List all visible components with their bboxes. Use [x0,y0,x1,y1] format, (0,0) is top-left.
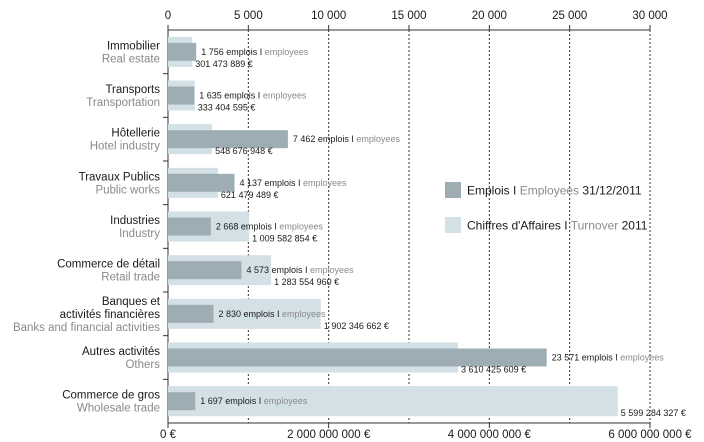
turnover-data-label: 301 473 889 € [195,59,253,69]
employees-data-label: 23 571 emplois I employees [552,353,665,363]
category-label-en: Others [125,359,160,371]
top-axis-tick-label: 30 000 [632,10,667,22]
category-label-en: Hotel industry [90,141,161,153]
turnover-data-label: 3 610 425 609 € [461,365,526,375]
bottom-axis-tick-label: 0 € [160,429,177,441]
category-label-fr: Transports [105,84,160,96]
category-label-fr: Commerce de gros [62,390,160,402]
employees-bar [168,261,242,280]
employees-data-label: 1 635 emplois I employees [199,91,307,101]
employees-data-label: 4 573 emplois I employees [246,265,354,275]
category-label-fr: Travaux Publics [79,171,161,183]
employees-bar [168,304,214,323]
top-axis-tick-label: 0 [165,10,171,22]
bottom-axis-tick-label: 4 000 000 000 € [448,429,532,441]
employees-bar [168,42,197,61]
turnover-bar [168,386,618,417]
turnover-data-label: 1 009 582 854 € [252,234,317,244]
top-axis-tick-label: 10 000 [311,10,346,22]
employees-bar [168,392,196,411]
bottom-axis-tick-label: 6 000 000 000 € [608,429,692,441]
category-label-en: Transportation [86,97,160,109]
category-label-fr: Industries [110,215,160,227]
employees-data-label: 2 668 emplois I employees [216,222,324,232]
category-label-fr: Banques et [102,296,161,308]
employees-bar [168,173,235,192]
category-label-fr: activités financières [60,309,161,321]
employees-bar [168,348,547,367]
category-label-en: Industry [119,228,160,240]
category-label-en: Real estate [102,53,160,65]
employees-data-label: 4 137 emplois I employees [239,178,347,188]
top-axis-tick-label: 20 000 [472,10,507,22]
top-axis-tick-label: 15 000 [391,10,426,22]
employees-bar [168,217,211,236]
employees-bar [168,130,288,149]
turnover-data-label: 1 902 346 662 € [324,321,389,331]
category-label-en: Banks and financial activities [13,322,160,334]
legend-swatch-turnover [445,217,461,233]
category-label-fr: Hôtellerie [111,128,160,140]
top-axis-tick-label: 25 000 [552,10,587,22]
turnover-data-label: 333 404 595 € [198,103,256,113]
bottom-axis-tick-label: 2 000 000 000 € [287,429,371,441]
category-label-en: Retail trade [101,272,160,284]
turnover-data-label: 548 676 948 € [215,146,273,156]
employees-data-label: 2 830 emplois I employees [218,309,326,319]
category-label-fr: Immobilier [107,40,160,52]
employees-data-label: 1 756 emplois I employees [201,47,309,57]
category-label-fr: Commerce de détail [57,259,160,271]
category-label-fr: Autres activités [82,346,160,358]
legend-label-employees: Emplois I Employees 31/12/2011 [467,184,642,198]
employees-bar [168,86,195,105]
category-label-en: Public works [95,184,160,196]
employees-data-label: 7 462 emplois I employees [293,134,401,144]
top-axis-tick-label: 5 000 [234,10,263,22]
turnover-data-label: 1 283 554 960 € [274,277,339,287]
legend-label-turnover: Chiffres d'Affaires I Turnover 2011 [467,219,648,233]
category-label-en: Wholesale trade [77,403,160,415]
legend-swatch-employees [445,182,461,198]
turnover-data-label: 5 599 284 327 € [621,408,686,418]
employees-data-label: 1 697 emplois I employees [200,396,308,406]
turnover-data-label: 621 479 489 € [221,190,279,200]
